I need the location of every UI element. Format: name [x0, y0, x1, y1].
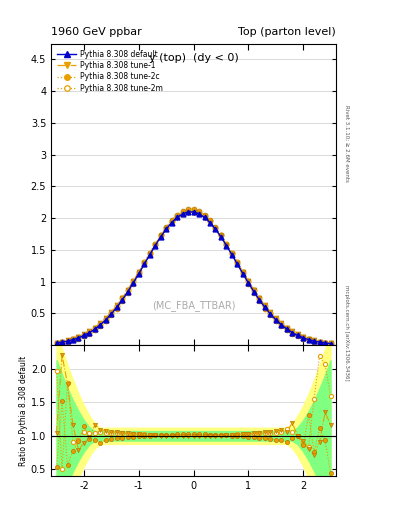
Text: (MC_FBA_TTBAR): (MC_FBA_TTBAR): [152, 301, 235, 311]
Y-axis label: Ratio to Pythia 8.308 default: Ratio to Pythia 8.308 default: [19, 355, 28, 466]
Text: Top (parton level): Top (parton level): [238, 27, 336, 37]
Text: y (top)  (dy < 0): y (top) (dy < 0): [149, 53, 239, 62]
Text: mcplots.cern.ch [arXiv:1306.3436]: mcplots.cern.ch [arXiv:1306.3436]: [344, 285, 349, 380]
Text: 1960 GeV ppbar: 1960 GeV ppbar: [51, 27, 142, 37]
Text: Rivet 3.1.10; ≥ 2.6M events: Rivet 3.1.10; ≥ 2.6M events: [344, 105, 349, 182]
Legend: Pythia 8.308 default, Pythia 8.308 tune-1, Pythia 8.308 tune-2c, Pythia 8.308 tu: Pythia 8.308 default, Pythia 8.308 tune-…: [55, 47, 165, 95]
